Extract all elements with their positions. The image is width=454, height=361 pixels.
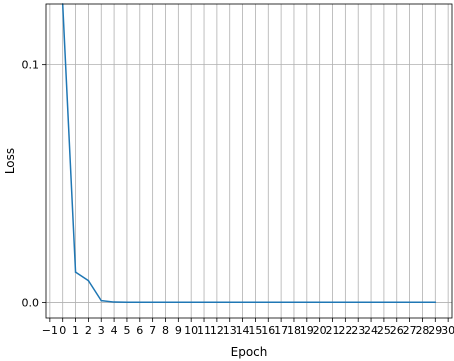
y-tick-label: 0.0 — [22, 297, 40, 310]
loss-data-point — [370, 301, 372, 304]
loss-data-point — [267, 301, 270, 304]
x-tick-label: 19 — [300, 324, 314, 337]
x-axis-label: Epoch — [231, 345, 268, 359]
loss-data-point — [383, 301, 385, 304]
x-tick-label: 14 — [236, 324, 250, 337]
x-tick-label: 6 — [136, 324, 143, 337]
loss-data-point — [357, 301, 359, 304]
x-tick-label: 4 — [111, 324, 118, 337]
x-tick-label: 8 — [162, 324, 169, 337]
x-tick-label: 24 — [364, 324, 378, 337]
x-tick-label: 1 — [72, 324, 79, 337]
loss-data-point — [100, 299, 102, 302]
x-tick-label: 5 — [123, 324, 130, 337]
x-tick-label: 13 — [223, 324, 237, 337]
x-tick-label: 7 — [149, 324, 156, 337]
x-tick-label: 29 — [428, 324, 442, 337]
x-tick-label: 2 — [85, 324, 92, 337]
loss-data-point — [126, 301, 128, 304]
loss-data-point — [318, 301, 321, 304]
y-axis-label: Loss — [3, 148, 17, 174]
x-tick-label: 0 — [59, 324, 66, 337]
x-tick-label: −1 — [42, 324, 58, 337]
x-tick-label: 25 — [377, 324, 391, 337]
series-layer — [61, 3, 437, 304]
x-tick-label: 16 — [261, 324, 275, 337]
loss-data-point — [216, 301, 218, 304]
loss-data-point — [254, 301, 257, 304]
x-tick-label: 26 — [390, 324, 404, 337]
x-tick-label: 3 — [98, 324, 105, 337]
loss-data-point — [203, 301, 205, 304]
x-tick-label: 27 — [403, 324, 417, 337]
loss-data-point — [74, 271, 77, 273]
loss-data-point — [408, 301, 411, 304]
loss-data-point — [293, 301, 295, 304]
loss-data-point — [139, 301, 141, 304]
x-tick-label: 21 — [326, 324, 340, 337]
loss-data-point — [241, 301, 244, 304]
loss-data-point — [306, 301, 308, 304]
loss-data-point — [280, 301, 282, 304]
loss-data-point — [228, 301, 231, 304]
loss-data-point — [190, 301, 192, 304]
loss-data-point — [434, 301, 437, 304]
x-tick-label: 18 — [287, 324, 301, 337]
loss-data-point — [113, 301, 115, 303]
tick-layer: −1 0 1 2 3 4 5 6 7 8 9 1011121314151617181920212223… — [22, 59, 454, 337]
loss-data-point — [151, 301, 154, 304]
grid-layer — [46, 4, 452, 318]
x-tick-label: 11 — [197, 324, 211, 337]
plot-frame — [45, 3, 453, 319]
x-tick-label: 9 — [175, 324, 182, 337]
x-tick-label: 10 — [184, 324, 198, 337]
loss-series-line — [61, 3, 437, 304]
x-tick-label: 12 — [210, 324, 224, 337]
loss-data-point — [344, 301, 347, 304]
loss-data-point — [87, 279, 90, 282]
y-tick-label: 0.1 — [22, 59, 40, 72]
loss-data-point — [421, 301, 424, 304]
x-tick-label: 28 — [415, 324, 429, 337]
loss-data-point — [396, 301, 398, 304]
x-tick-label: 23 — [351, 324, 365, 337]
loss-data-point — [164, 301, 167, 304]
loss-data-point — [331, 301, 334, 304]
loss-data-point — [177, 301, 180, 304]
x-tick-label: 30 — [441, 324, 454, 337]
x-tick-label: 17 — [274, 324, 288, 337]
x-tick-label: 22 — [338, 324, 352, 337]
x-tick-label: 15 — [248, 324, 262, 337]
x-tick-label: 20 — [313, 324, 327, 337]
